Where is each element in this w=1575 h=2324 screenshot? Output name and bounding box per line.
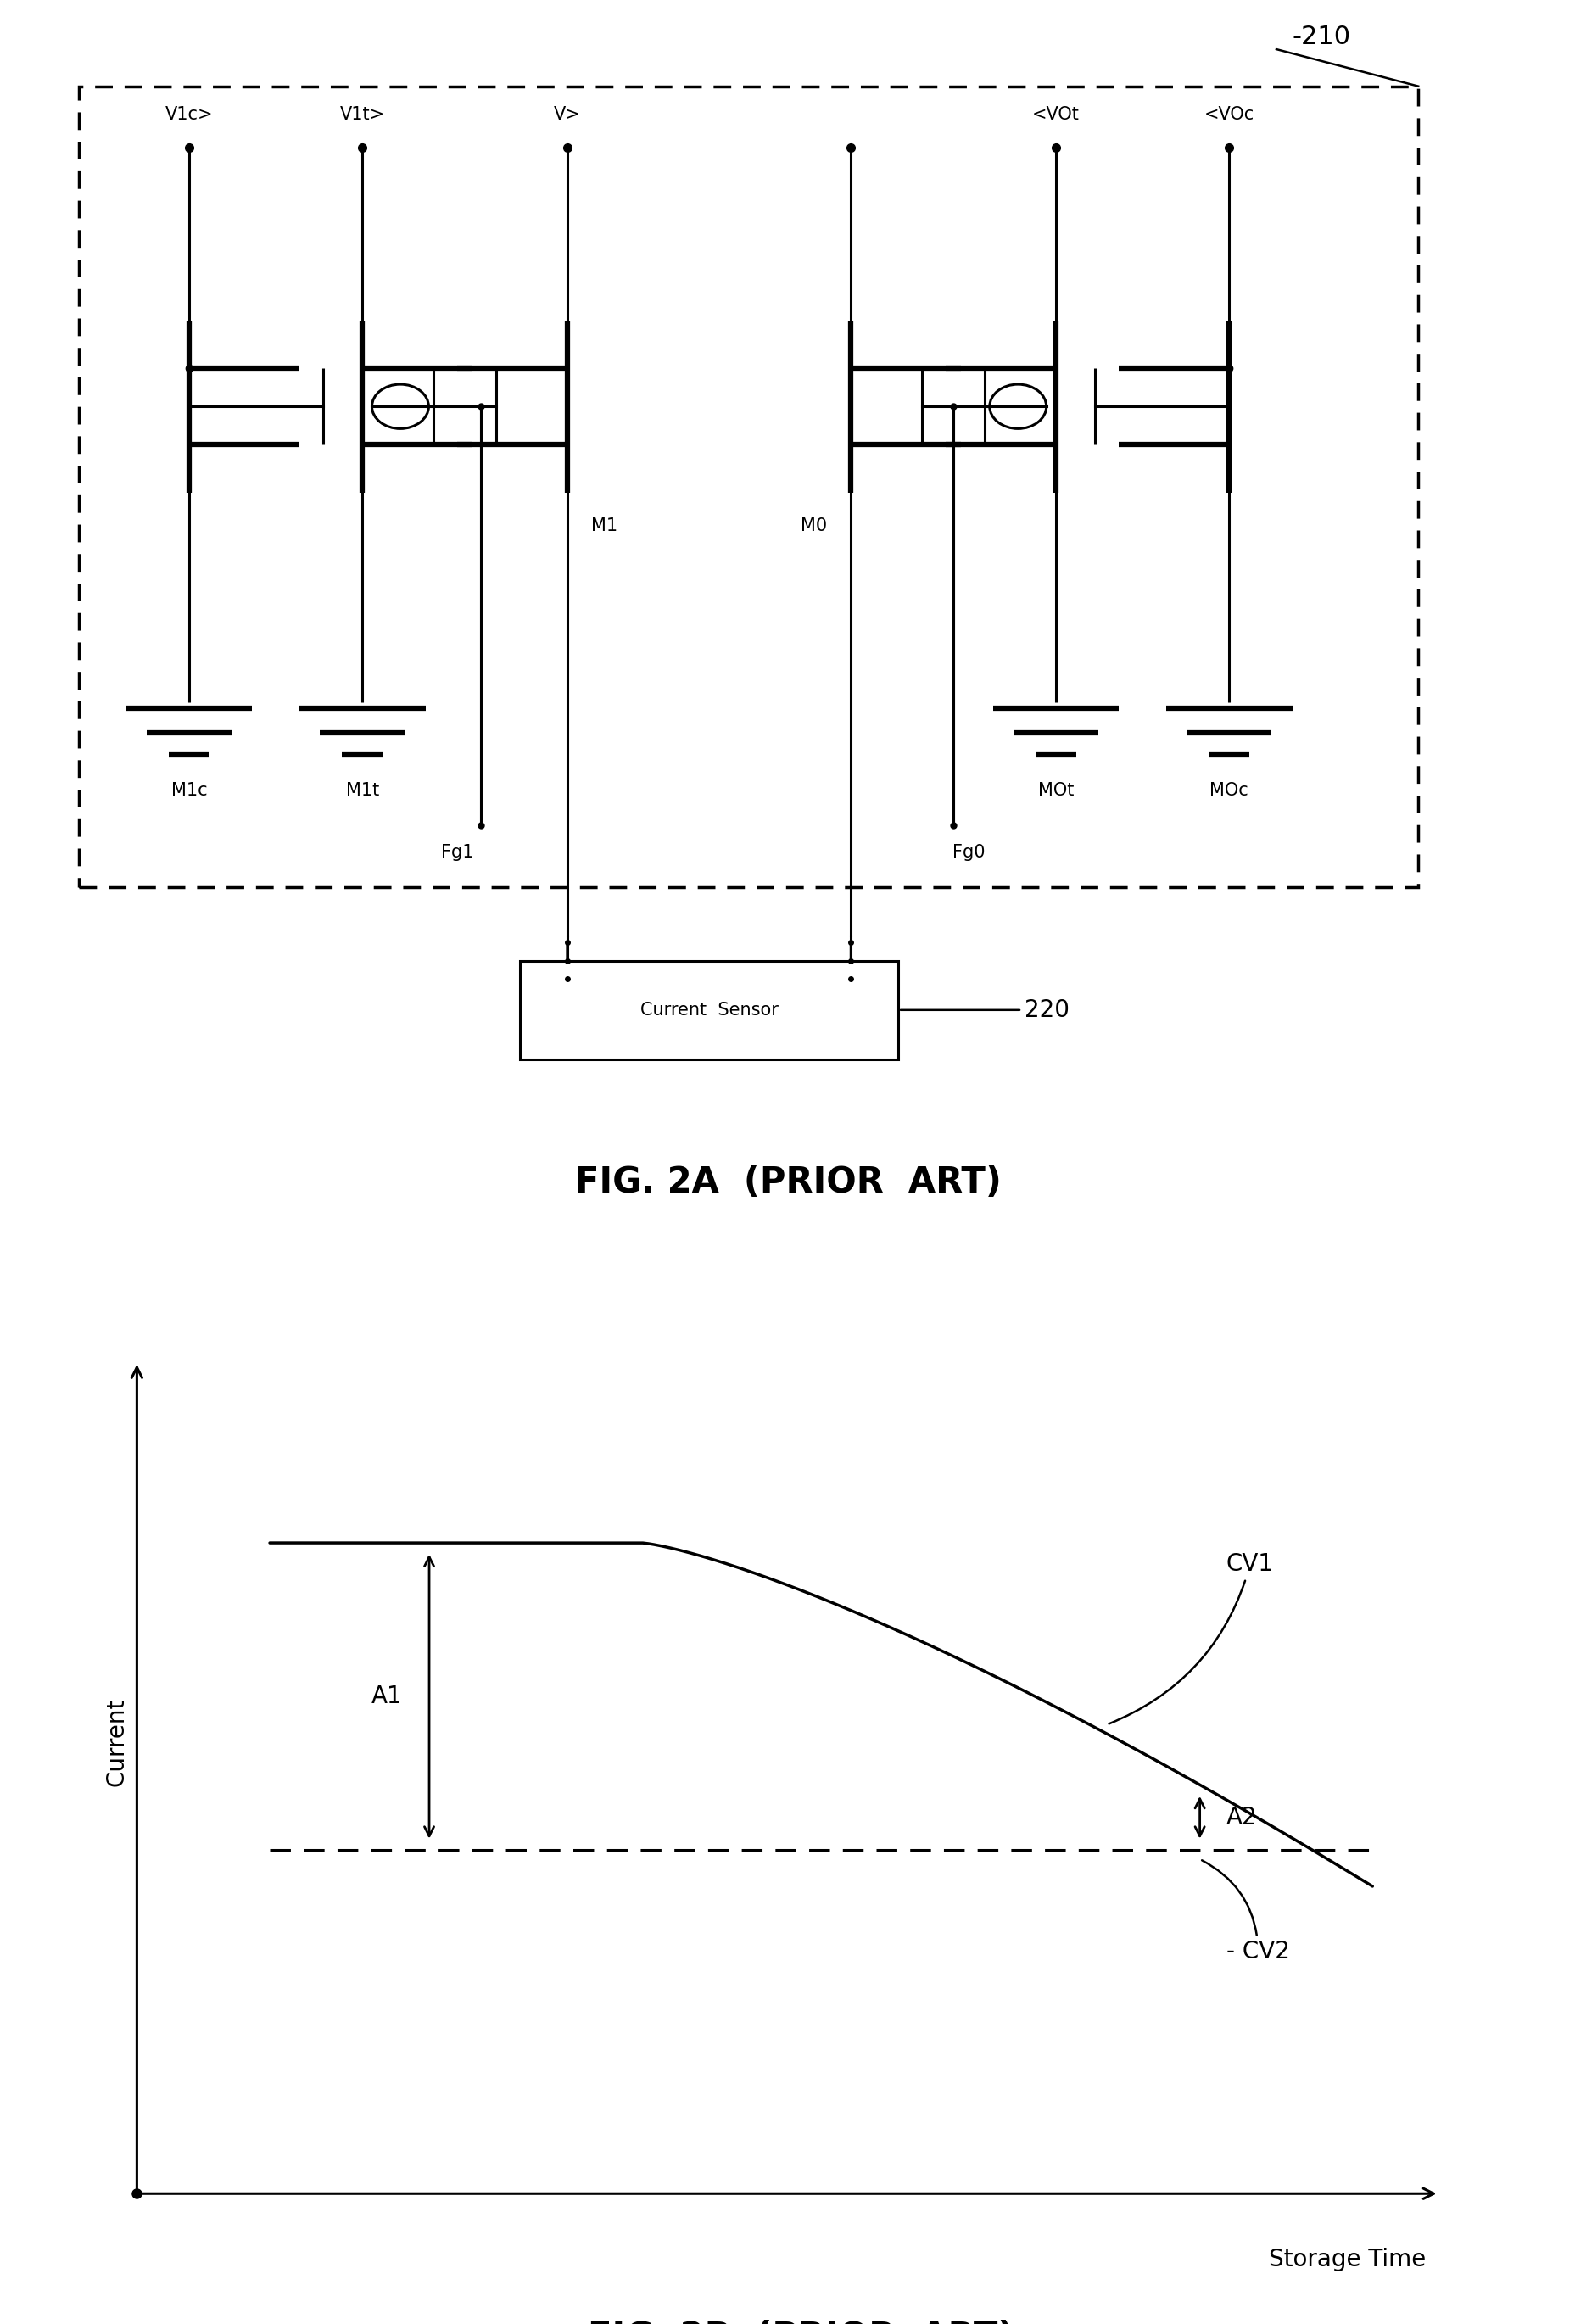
Text: CV1: CV1 [1109, 1552, 1273, 1724]
Bar [79, 86, 1418, 888]
Text: M1: M1 [591, 518, 617, 535]
Text: Current  Sensor: Current Sensor [639, 1002, 778, 1018]
Text: V1t>: V1t> [340, 107, 384, 123]
Text: A1: A1 [372, 1685, 402, 1708]
Text: MOt: MOt [1038, 783, 1073, 799]
Text: Current: Current [106, 1697, 129, 1785]
Text: V>: V> [553, 107, 581, 123]
Text: M1t: M1t [345, 783, 380, 799]
Text: MOc: MOc [1210, 783, 1247, 799]
Text: A2: A2 [1225, 1806, 1257, 1829]
Text: Storage Time: Storage Time [1268, 2247, 1425, 2271]
Text: - CV2: - CV2 [1202, 1859, 1290, 1964]
Text: -210: -210 [1292, 26, 1350, 49]
Text: V1c>: V1c> [165, 107, 213, 123]
Bar [520, 960, 898, 1060]
Text: 220: 220 [899, 997, 1069, 1023]
Text: FIG. 2A  (PRIOR  ART): FIG. 2A (PRIOR ART) [575, 1164, 1000, 1199]
Text: M1c: M1c [172, 783, 206, 799]
Text: <VOc: <VOc [1203, 107, 1254, 123]
Text: Fg1: Fg1 [441, 844, 472, 860]
Text: Fg0: Fg0 [953, 844, 984, 860]
Text: FIG. 2B  (PRIOR  ART): FIG. 2B (PRIOR ART) [587, 2319, 1014, 2324]
Text: I0: I0 [874, 976, 890, 995]
Text: M0: M0 [800, 518, 827, 535]
Text: <VOt: <VOt [1032, 107, 1079, 123]
Text: I1: I1 [528, 976, 543, 995]
